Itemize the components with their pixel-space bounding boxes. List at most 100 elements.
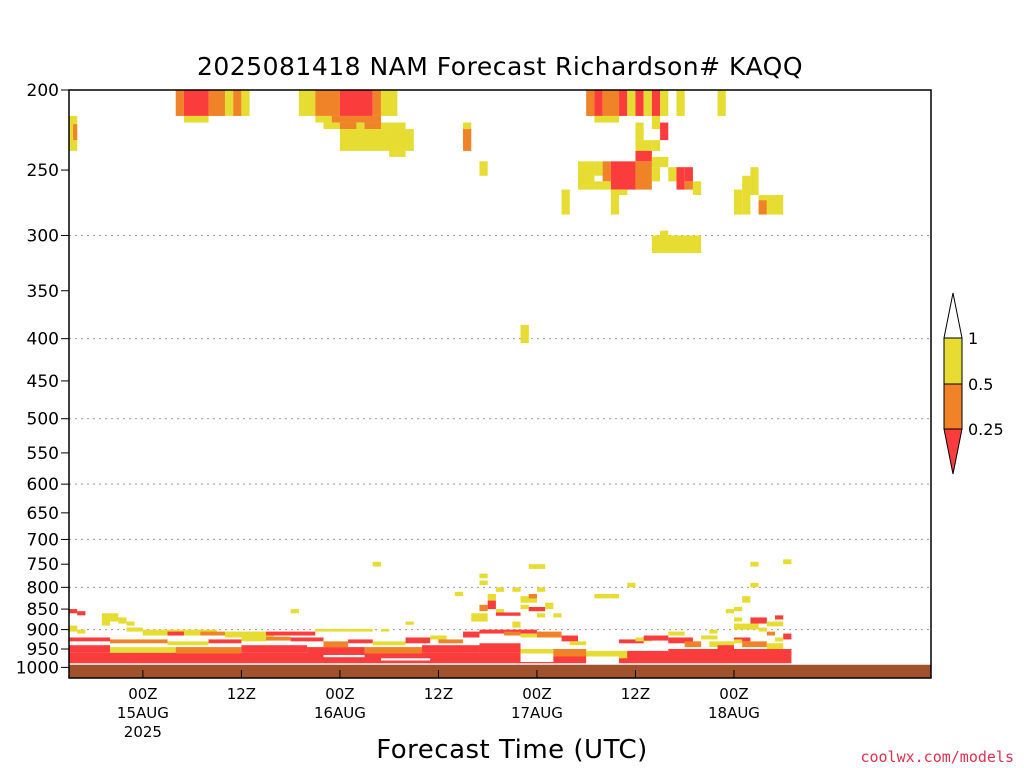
heatmap-cell [241,645,308,653]
heatmap-cell [758,627,767,632]
y-tick-label: 900 [27,621,59,641]
heatmap-cell [627,650,669,657]
x-tick-label: 16AUG [314,704,366,722]
heatmap-cell [766,621,784,627]
heatmap-cell [200,631,225,636]
heatmap-cell [733,639,743,644]
heatmap-cell [372,641,406,646]
heatmap-cell [389,150,406,157]
x-tick-label: 17AUG [511,704,563,722]
heatmap-cell [77,629,86,634]
heatmap-cell [339,122,357,130]
cells-layer [69,90,792,664]
heatmap-cell [610,194,620,215]
heatmap-cell [380,90,398,116]
heatmap-cell [766,194,784,215]
heatmap-cell [692,181,702,195]
heatmap-cell [750,167,759,195]
heatmap-cell [315,90,340,116]
heatmap-gap [118,645,160,648]
heatmap-cell [602,161,611,182]
heatmap-cell [569,641,587,646]
heatmap-cell [766,643,784,649]
heatmap-cell [479,604,488,612]
y-tick-label: 300 [27,226,59,246]
heatmap-cell [594,115,620,123]
legend-label: 1 [968,329,978,348]
heatmap-cell [651,167,661,182]
legend-swatch-mid [943,337,963,385]
y-tick-label: 750 [27,555,59,575]
plot-frame [68,89,932,679]
x-tick-label: 00Z [719,685,748,703]
heatmap-cell [545,602,554,610]
heatmap-cell [315,115,332,123]
heatmap-cell [733,617,743,622]
heatmap-cell [520,648,554,657]
heatmap-cell [126,621,135,626]
heatmap-cell [619,639,644,644]
y-tick-label: 500 [27,410,59,430]
x-tick-label: 12Z [621,685,650,703]
heatmap-cell [660,122,669,141]
heatmap-cell [504,631,521,636]
heatmap-cell [725,609,734,614]
x-axis-label: Forecast Time (UTC) [376,735,648,765]
y-tick-label: 400 [27,330,59,350]
heatmap-cell [610,189,620,195]
heatmap-cell [512,621,521,628]
heatmap-cell [668,637,693,644]
heatmap-cell [627,90,636,116]
heatmap-cell [627,582,636,588]
chart-title: 2025081418 NAM Forecast Richardson# KAQQ [197,52,803,81]
heatmap-cell [422,645,480,653]
heatmap-cell [635,161,652,190]
heatmap-cell [733,623,759,630]
heatmap-cell [733,189,743,215]
heatmap-cell [463,631,480,638]
y-tick-label: 350 [27,282,59,302]
heatmap-cell [463,129,472,151]
heatmap-cell [717,90,726,116]
heatmap-cell [684,181,693,190]
heatmap-cell [619,90,628,116]
heatmap-cell [668,648,734,655]
ground-surface [69,664,931,678]
heatmap-cell [69,609,78,614]
heatmap-cell [73,124,78,141]
x-tick-label: 12Z [424,685,453,703]
heatmap-cell [775,637,784,642]
heatmap-cell [536,631,562,638]
y-axis: 200 250 300 350 400 450 500 550 600 650 700 750 8008… [16,81,69,678]
heatmap-cell [290,609,299,614]
heatmap-cell [266,636,291,641]
heatmap-cell [241,90,250,116]
heatmap-cell [586,90,595,116]
heatmap-cell [528,594,537,599]
y-tick-label: 700 [27,530,59,550]
heatmap-cell [586,650,628,659]
heatmap-cell [110,639,168,644]
heatmap-cell [750,582,759,588]
heatmap-cell [651,115,661,130]
heatmap-cell [742,175,751,215]
legend-label: 0.5 [968,375,993,394]
heatmap-cell [389,129,398,151]
heatmap-cell [110,647,176,653]
heatmap-cell [372,90,381,116]
x-tick-label: 15AUG [117,704,169,722]
heatmap-cell [69,645,111,653]
heatmap-cell [348,639,373,644]
heatmap-cell [561,189,570,215]
heatmap-cell [208,639,242,644]
heatmap-cell [733,606,743,612]
heatmap-gap [380,658,431,661]
heatmap-cell [594,161,603,176]
heatmap-cell [709,629,718,634]
x-tick-label: 00Z [325,685,354,703]
heatmap-cell [594,594,611,599]
heatmap-cell [224,90,234,116]
heatmap-cell [528,606,546,612]
heatmap-cell [372,561,381,567]
